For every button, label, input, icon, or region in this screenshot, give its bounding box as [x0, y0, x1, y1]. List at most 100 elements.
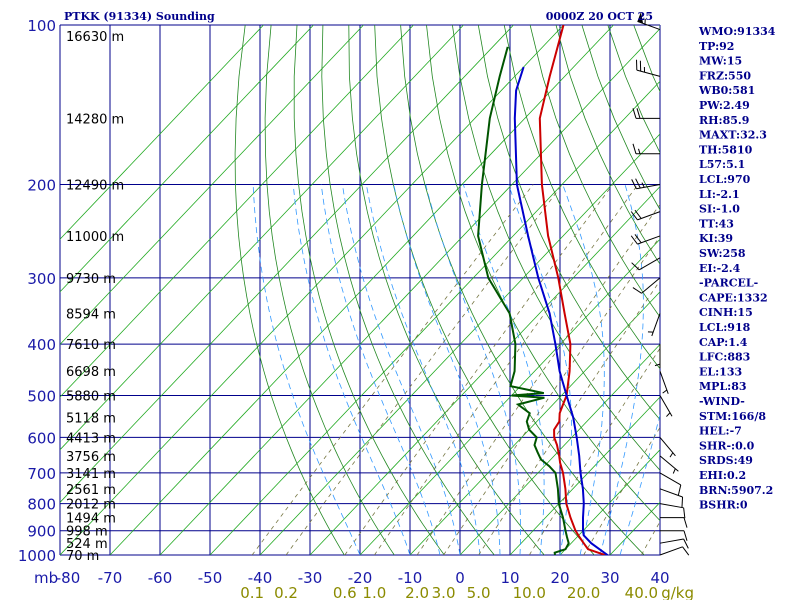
index-item: TT:43 — [699, 217, 734, 230]
index-item: MAXT:32.3 — [699, 129, 767, 142]
wind-barb-full — [634, 209, 642, 219]
wind-barb-full — [683, 507, 686, 519]
index-item: CAPE:1332 — [699, 291, 768, 304]
isotherm-line — [109, 25, 614, 555]
mixing-ratio-line — [374, 184, 639, 555]
height-label: 3141 m — [66, 467, 116, 482]
moist-adiabat — [425, 184, 521, 555]
index-item: PW:2.49 — [699, 99, 750, 112]
wind-barb — [632, 143, 660, 155]
index-item: -PARCEL- — [699, 277, 758, 290]
wind-barb — [659, 395, 673, 417]
dry-adiabat — [374, 25, 595, 555]
title-left: PTKK (91334) Sounding — [64, 10, 215, 23]
mixing-ratio-line — [251, 184, 534, 555]
pressure-label: 600 — [27, 429, 56, 447]
wind-barb-full — [683, 517, 688, 528]
wind-barb-half — [654, 363, 661, 367]
index-item: LCL:918 — [699, 321, 751, 334]
wind-barb-half — [641, 182, 645, 188]
pressure-label: 1000 — [18, 547, 56, 565]
x-tick-label: 10 — [500, 569, 519, 587]
dry-adiabat — [503, 25, 660, 370]
mixing-ratio-label: 20.0 — [567, 584, 600, 600]
index-item: TH:5810 — [699, 143, 753, 156]
mixing-ratio-line — [528, 347, 660, 555]
x-tick-label: -80 — [56, 569, 81, 587]
wind-barb-full — [630, 211, 638, 221]
dry-adiabat — [555, 25, 660, 265]
index-item: LFC:883 — [699, 351, 750, 364]
wind-barb — [659, 538, 689, 549]
isotherm-line — [60, 25, 514, 503]
x-tick-label: -50 — [198, 569, 223, 587]
wind-barb — [659, 503, 686, 519]
index-item: EL:133 — [699, 365, 742, 378]
isotherm-line — [559, 449, 660, 555]
mixing-ratio-label: 1.0 — [362, 584, 386, 600]
pressure-label: 200 — [27, 177, 56, 195]
dry-adiabat — [348, 25, 545, 555]
wind-barb — [659, 472, 682, 496]
sounding-profiles — [477, 25, 609, 555]
wind-barb-full — [682, 546, 690, 556]
index-item: HEL:-7 — [699, 425, 742, 438]
wind-barb — [637, 11, 661, 31]
height-label: 2012 m — [66, 498, 116, 513]
height-label: 5880 m — [66, 389, 116, 404]
wind-barb-full — [632, 143, 637, 154]
wind-barb-half — [662, 389, 668, 394]
height-label: 14280 m — [66, 112, 124, 127]
x-tick-label: -20 — [348, 569, 373, 587]
moist-adiabat — [292, 184, 411, 555]
mixing-ratio-line — [416, 203, 660, 555]
wind-barb — [654, 344, 661, 369]
wind-barb-full — [632, 287, 642, 294]
wind-barb — [632, 277, 661, 294]
wind-barb — [636, 59, 661, 77]
mixing-ratio-label: 2.0 — [405, 584, 429, 600]
isotherm-line — [409, 291, 660, 555]
isotherm-line — [259, 133, 660, 555]
mixing-ratio-line — [285, 184, 563, 555]
isobar-lines — [59, 24, 661, 556]
pressure-label: 300 — [27, 270, 56, 288]
height-label: 6698 m — [66, 365, 116, 380]
wind-barb — [659, 455, 679, 474]
dry-adiabat — [264, 25, 395, 555]
index-item: TP:92 — [699, 40, 734, 53]
wind-barb-full — [635, 178, 641, 189]
mixing-ratio-line — [583, 426, 660, 555]
dry-adiabat — [321, 25, 495, 555]
wind-barb — [631, 178, 661, 190]
index-item: -WIND- — [699, 395, 745, 408]
x-tick-label: 40 — [650, 569, 669, 587]
wind-barb-full — [632, 108, 637, 119]
mixing-ratio-label: 0.6 — [333, 584, 357, 600]
index-item: MW:15 — [699, 55, 742, 68]
moist-adiabat — [508, 184, 572, 555]
title-right: 0000Z 20 OCT 25 — [546, 10, 653, 23]
isotherm-line — [60, 25, 364, 346]
wind-barb-half — [669, 452, 674, 458]
wind-barb-staff — [659, 488, 683, 498]
x-tick-label: 0 — [455, 569, 465, 587]
x-tick-label: 30 — [600, 569, 619, 587]
wind-barb-staff — [638, 257, 661, 271]
index-item: FRZ:550 — [699, 69, 751, 82]
index-item: SW:258 — [699, 247, 746, 260]
wind-barb — [660, 517, 688, 528]
height-label: 4413 m — [66, 431, 116, 446]
wind-barb — [632, 108, 660, 119]
index-item: SRDS:49 — [699, 454, 753, 467]
index-item: L57:5.1 — [699, 158, 745, 171]
isotherm-line — [459, 343, 660, 555]
dry-adiabat — [529, 25, 660, 318]
index-item: WMO:91334 — [698, 25, 776, 38]
pressure-label: 900 — [27, 523, 56, 541]
index-item: WB0:581 — [698, 84, 755, 97]
mixing-ratio-label: 3.0 — [432, 584, 456, 600]
pressure-label: 700 — [27, 465, 56, 483]
